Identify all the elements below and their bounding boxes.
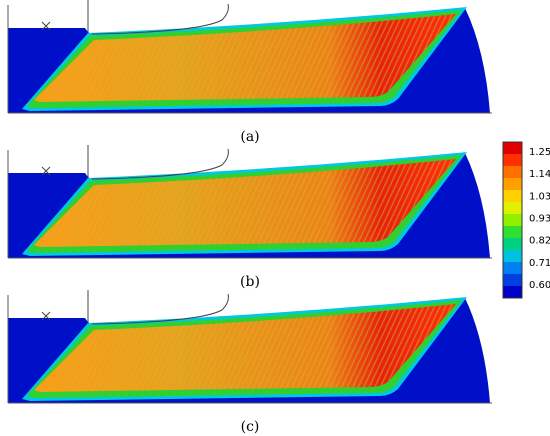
colorbar-band bbox=[503, 202, 522, 215]
tool-profile bbox=[91, 3, 229, 35]
marker bbox=[41, 311, 51, 321]
colorbar-band bbox=[503, 214, 522, 227]
marker bbox=[41, 166, 51, 176]
colorbar-band bbox=[503, 190, 522, 203]
contour-panel: (b) bbox=[7, 145, 492, 290]
panel-label: (b) bbox=[240, 274, 260, 290]
field-stripes bbox=[34, 304, 456, 392]
field-stripes bbox=[34, 14, 456, 102]
colorbar-tick-label: 1.25 bbox=[529, 147, 550, 158]
colorbar: 1.25 1.14 1.03 0.93 0.82 0.71 0.60 bbox=[502, 141, 550, 299]
colorbar-band bbox=[503, 286, 522, 299]
colorbar-tick-label: 0.82 bbox=[529, 236, 550, 247]
panel-label: (c) bbox=[241, 419, 260, 435]
colorbar-band bbox=[503, 142, 522, 155]
marker bbox=[41, 21, 51, 31]
contour-panel: (c) bbox=[7, 290, 492, 435]
field-stripes bbox=[34, 159, 456, 247]
colorbar-tick-label: 0.71 bbox=[529, 258, 550, 269]
colorbar-tick-label: 0.60 bbox=[529, 280, 550, 291]
tool-profile bbox=[91, 293, 229, 325]
colorbar-band bbox=[503, 226, 522, 239]
colorbar-tick-label: 1.03 bbox=[529, 191, 550, 202]
colorbar-band bbox=[503, 154, 522, 167]
colorbar-tick-label: 0.93 bbox=[529, 214, 550, 225]
colorbar-band bbox=[503, 250, 522, 263]
tool-profile bbox=[91, 148, 229, 180]
colorbar-band bbox=[503, 238, 522, 251]
colorbar-band bbox=[503, 178, 522, 191]
colorbar-band bbox=[503, 166, 522, 179]
colorbar-band bbox=[503, 262, 522, 275]
contour-panel: (a) bbox=[7, 0, 492, 145]
panel-label: (a) bbox=[240, 129, 259, 145]
colorbar-band bbox=[503, 274, 522, 287]
colorbar-tick-label: 1.14 bbox=[529, 169, 550, 180]
colorbar-frame bbox=[502, 141, 523, 299]
